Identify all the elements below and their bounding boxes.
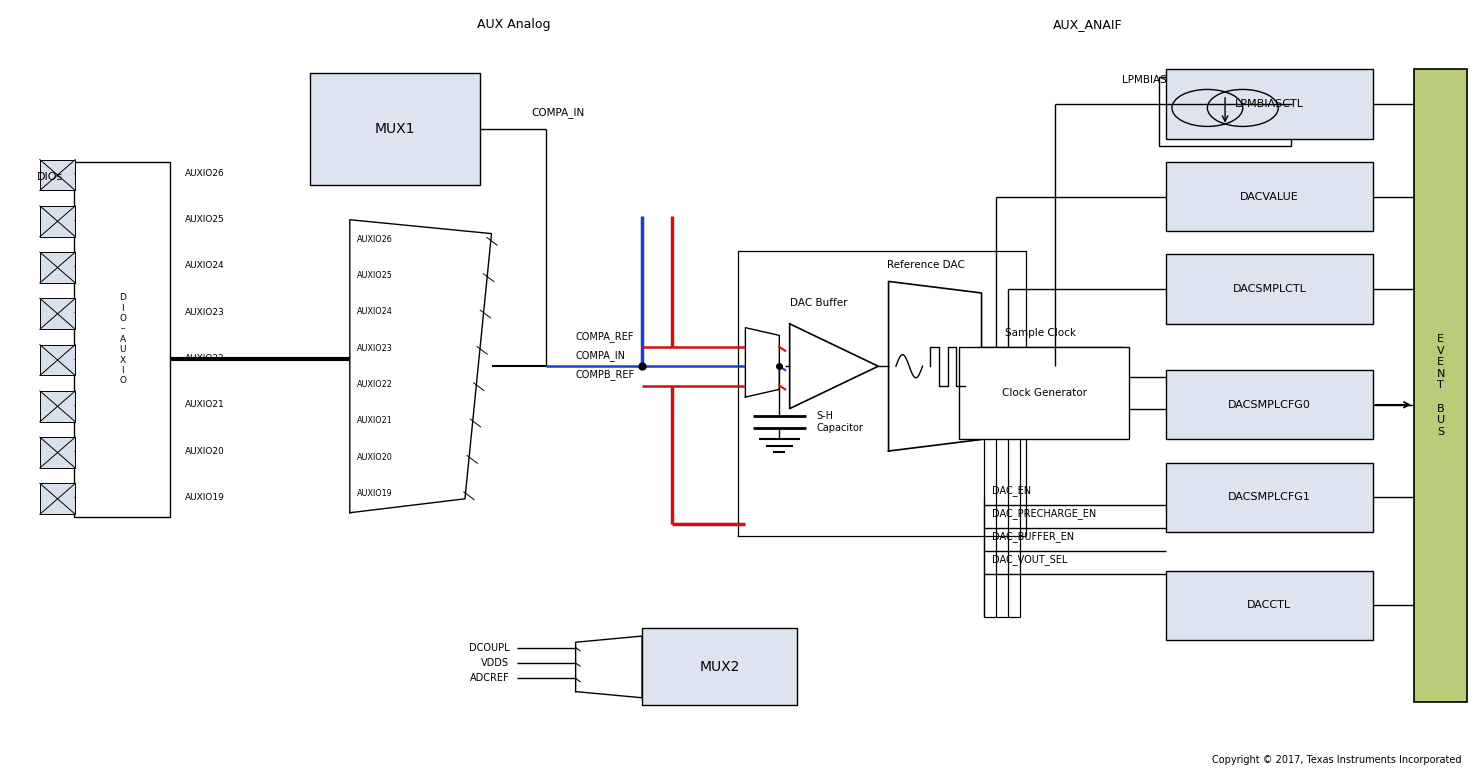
Text: DAC_VOUT_SEL: DAC_VOUT_SEL (992, 554, 1067, 565)
Text: DACSMPLCFG1: DACSMPLCFG1 (1228, 493, 1311, 502)
Text: DAC_PRECHARGE_EN: DAC_PRECHARGE_EN (992, 508, 1097, 519)
Text: AUXIO19: AUXIO19 (357, 489, 393, 498)
Text: COMPA_REF: COMPA_REF (576, 331, 635, 342)
Bar (40, 252, 75, 283)
Text: MUX2: MUX2 (700, 660, 739, 674)
Text: AUXIO19: AUXIO19 (184, 493, 224, 502)
Text: AUXIO26: AUXIO26 (357, 234, 393, 244)
Text: AUX_ANAIF: AUX_ANAIF (1052, 19, 1123, 31)
Text: AUXIO24: AUXIO24 (357, 307, 393, 316)
Text: COMPA_IN: COMPA_IN (576, 350, 626, 361)
Text: LPMBIAS: LPMBIAS (1122, 75, 1166, 85)
Text: D
I
O
–
A
U
X
I
O: D I O – A U X I O (120, 293, 125, 386)
Bar (310, 73, 480, 185)
Text: DIOs: DIOs (37, 173, 63, 182)
Bar (40, 483, 75, 514)
Text: ADCREF: ADCREF (469, 674, 509, 683)
Text: AUX Analog: AUX Analog (477, 19, 551, 31)
Bar (1166, 254, 1373, 324)
Bar (768, 17, 1410, 757)
Text: AUXIO20: AUXIO20 (184, 446, 224, 456)
Text: E
V
E
N
T

B
U
S: E V E N T B U S (1436, 334, 1445, 437)
Bar (40, 298, 75, 329)
Text: DACVALUE: DACVALUE (1240, 192, 1299, 201)
Text: AUXIO24: AUXIO24 (184, 261, 224, 271)
Text: AUXIO23: AUXIO23 (357, 344, 393, 352)
Text: Sample Clock: Sample Clock (1005, 328, 1076, 338)
Text: DACCTL: DACCTL (1247, 601, 1292, 610)
Text: Reference DAC: Reference DAC (887, 260, 965, 270)
Text: DAC_EN: DAC_EN (992, 485, 1032, 496)
Bar (40, 437, 75, 468)
Text: Clock Generator: Clock Generator (1002, 389, 1086, 398)
Bar (1414, 69, 1467, 702)
Text: LPMBIASCTL: LPMBIASCTL (1235, 99, 1303, 109)
Text: DAC_BUFFER_EN: DAC_BUFFER_EN (992, 531, 1075, 542)
Text: Copyright © 2017, Texas Instruments Incorporated: Copyright © 2017, Texas Instruments Inco… (1212, 755, 1461, 765)
Text: DACSMPLCTL: DACSMPLCTL (1232, 284, 1306, 294)
Bar (642, 628, 797, 705)
Text: AUXIO25: AUXIO25 (357, 271, 393, 280)
Bar (74, 162, 170, 517)
Bar (1166, 69, 1373, 139)
Bar (1166, 463, 1373, 532)
Text: AUXIO25: AUXIO25 (184, 215, 224, 224)
Text: AUXIO22: AUXIO22 (357, 380, 393, 389)
Bar (1166, 370, 1373, 439)
Bar (1159, 77, 1292, 146)
Text: VDDS: VDDS (481, 658, 509, 668)
Bar (258, 17, 768, 757)
Bar (40, 206, 75, 237)
Text: DACSMPLCFG0: DACSMPLCFG0 (1228, 400, 1311, 409)
Text: AUXIO23: AUXIO23 (184, 308, 224, 317)
Bar (1166, 162, 1373, 231)
Bar (40, 160, 75, 190)
Text: S-H
Capacitor: S-H Capacitor (816, 411, 863, 433)
Text: AUXIO26: AUXIO26 (184, 169, 224, 178)
Text: DAC Buffer: DAC Buffer (791, 298, 847, 308)
Text: AUXIO20: AUXIO20 (357, 453, 393, 462)
Text: AUXIO21: AUXIO21 (357, 416, 393, 426)
Bar (1166, 571, 1373, 640)
Text: AUXIO22: AUXIO22 (184, 354, 224, 363)
Text: AUXIO21: AUXIO21 (184, 400, 224, 409)
Text: MUX1: MUX1 (375, 122, 415, 136)
Bar (959, 347, 1129, 439)
Text: DCOUPL: DCOUPL (468, 643, 509, 652)
Text: COMPB_REF: COMPB_REF (576, 369, 635, 380)
Bar (40, 345, 75, 375)
Bar (40, 391, 75, 422)
Text: COMPA_IN: COMPA_IN (531, 106, 584, 117)
